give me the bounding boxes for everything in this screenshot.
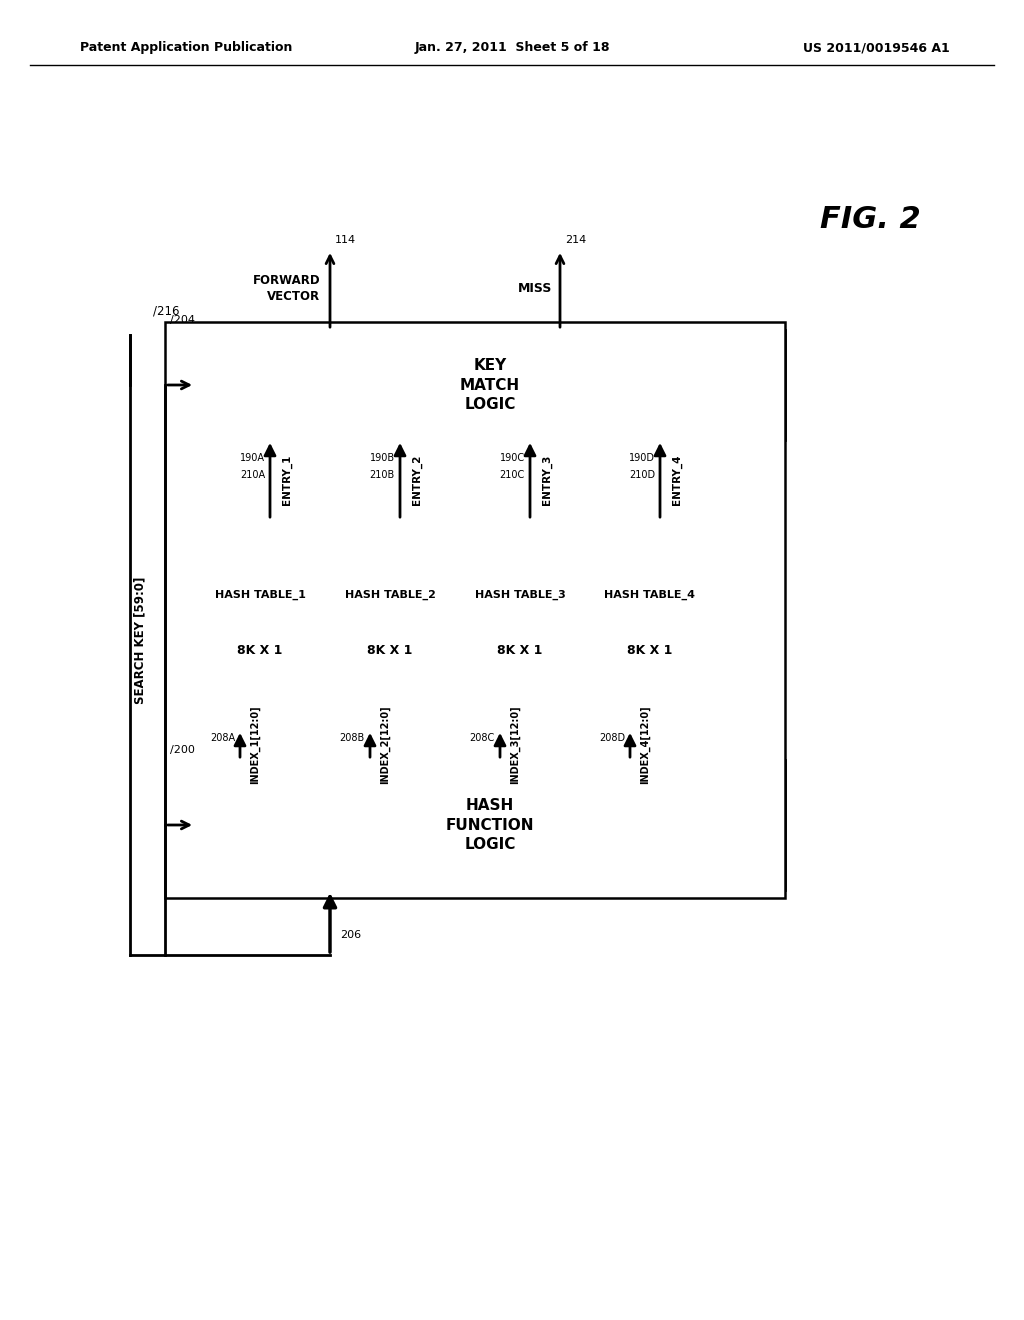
Text: FIG. 2: FIG. 2 bbox=[819, 206, 921, 235]
Bar bbox=[590, 520, 710, 730]
Text: 190D: 190D bbox=[629, 453, 655, 463]
Text: 214: 214 bbox=[565, 235, 587, 246]
Bar bbox=[200, 520, 319, 730]
Text: ENTRY_1: ENTRY_1 bbox=[282, 455, 292, 506]
Bar bbox=[195, 760, 785, 890]
Text: HASH TABLE_2: HASH TABLE_2 bbox=[344, 590, 435, 601]
Text: 210B: 210B bbox=[370, 470, 395, 480]
Bar bbox=[460, 520, 580, 730]
Text: INDEX_4[12:0]: INDEX_4[12:0] bbox=[640, 706, 650, 784]
Text: SEARCH KEY [59:0]: SEARCH KEY [59:0] bbox=[133, 577, 146, 704]
Bar bbox=[330, 520, 450, 730]
Text: HASH TABLE_3: HASH TABLE_3 bbox=[475, 590, 565, 601]
Text: Jan. 27, 2011  Sheet 5 of 18: Jan. 27, 2011 Sheet 5 of 18 bbox=[415, 41, 609, 54]
Text: Patent Application Publication: Patent Application Publication bbox=[80, 41, 293, 54]
Text: ENTRY_3: ENTRY_3 bbox=[542, 455, 552, 506]
Bar bbox=[165, 322, 785, 898]
Text: ENTRY_2: ENTRY_2 bbox=[412, 455, 422, 506]
Text: FORWARD
VECTOR: FORWARD VECTOR bbox=[252, 273, 319, 302]
Text: 8K X 1: 8K X 1 bbox=[498, 644, 543, 656]
Text: ENTRY_4: ENTRY_4 bbox=[672, 455, 682, 506]
Text: US 2011/0019546 A1: US 2011/0019546 A1 bbox=[803, 41, 950, 54]
Text: 8K X 1: 8K X 1 bbox=[628, 644, 673, 656]
Text: HASH TABLE_4: HASH TABLE_4 bbox=[604, 590, 695, 601]
Text: 208B: 208B bbox=[340, 733, 365, 743]
Text: MISS: MISS bbox=[517, 281, 552, 294]
Text: 190B: 190B bbox=[370, 453, 395, 463]
Text: 190A: 190A bbox=[240, 453, 265, 463]
Text: 8K X 1: 8K X 1 bbox=[368, 644, 413, 656]
Text: 208C: 208C bbox=[470, 733, 495, 743]
Text: /216: /216 bbox=[153, 304, 179, 317]
Text: KEY
MATCH
LOGIC: KEY MATCH LOGIC bbox=[460, 358, 520, 412]
Text: INDEX_3[12:0]: INDEX_3[12:0] bbox=[510, 706, 520, 784]
Bar bbox=[195, 330, 785, 440]
Text: 190C: 190C bbox=[500, 453, 525, 463]
Text: HASH TABLE_1: HASH TABLE_1 bbox=[215, 590, 305, 601]
Text: /204: /204 bbox=[170, 315, 195, 325]
Text: 210D: 210D bbox=[629, 470, 655, 480]
Text: 210C: 210C bbox=[500, 470, 525, 480]
Text: 114: 114 bbox=[335, 235, 356, 246]
Text: HASH
FUNCTION
LOGIC: HASH FUNCTION LOGIC bbox=[445, 797, 535, 853]
Text: /200: /200 bbox=[170, 744, 195, 755]
Text: 208A: 208A bbox=[210, 733, 234, 743]
Text: INDEX_1[12:0]: INDEX_1[12:0] bbox=[250, 706, 260, 784]
Text: 208D: 208D bbox=[599, 733, 625, 743]
Text: 206: 206 bbox=[340, 931, 361, 940]
Text: 8K X 1: 8K X 1 bbox=[238, 644, 283, 656]
Text: INDEX_2[12:0]: INDEX_2[12:0] bbox=[380, 706, 390, 784]
Text: 210A: 210A bbox=[240, 470, 265, 480]
